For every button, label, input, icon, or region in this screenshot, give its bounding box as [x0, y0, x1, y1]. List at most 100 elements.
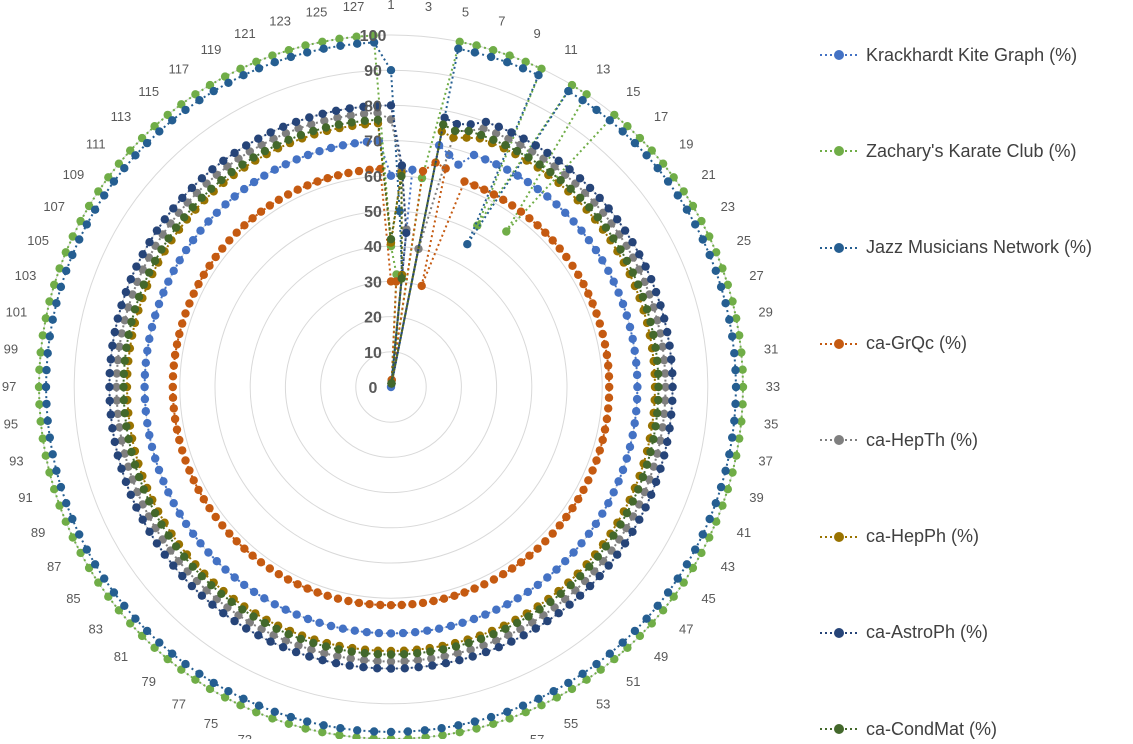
- data-point: [634, 485, 643, 494]
- data-point: [240, 221, 249, 230]
- data-point: [41, 314, 50, 323]
- data-point: [653, 316, 662, 325]
- data-point: [336, 724, 345, 733]
- data-point: [628, 512, 638, 521]
- data-point: [284, 719, 293, 728]
- data-point: [698, 530, 707, 539]
- data-point: [240, 544, 249, 553]
- data-point: [56, 282, 66, 292]
- data-point: [43, 416, 52, 425]
- data-point: [239, 71, 248, 80]
- data-point: [604, 499, 613, 508]
- data-point: [508, 201, 517, 210]
- data-point: [549, 687, 558, 696]
- data-point: [552, 200, 561, 209]
- data-point: [178, 319, 187, 328]
- data-point: [170, 350, 180, 360]
- data-point: [138, 515, 147, 524]
- data-point: [620, 539, 630, 548]
- data-point: [716, 282, 726, 292]
- data-point: [616, 520, 625, 529]
- data-point: [595, 571, 604, 581]
- data-point: [732, 314, 741, 323]
- category-label: 119: [201, 42, 222, 57]
- category-label: 113: [111, 109, 132, 124]
- data-point: [142, 626, 152, 636]
- data-point: [602, 414, 612, 424]
- data-point: [620, 226, 630, 235]
- data-point: [622, 508, 632, 518]
- data-point: [90, 205, 100, 214]
- series-line: [125, 122, 657, 653]
- data-point: [232, 537, 241, 546]
- data-point: [82, 220, 92, 229]
- data-point: [523, 587, 533, 597]
- data-point: [84, 201, 94, 211]
- data-point: [61, 517, 70, 526]
- data-point: [283, 190, 293, 199]
- data-point: [345, 661, 354, 670]
- category-label: 49: [654, 649, 668, 664]
- data-point: [139, 280, 148, 289]
- data-point: [270, 165, 279, 174]
- data-point: [120, 601, 129, 610]
- data-point: [462, 133, 471, 142]
- category-label: 23: [721, 199, 735, 214]
- data-point: [554, 609, 563, 618]
- data-point: [584, 529, 594, 538]
- data-point: [491, 129, 501, 138]
- data-point: [400, 664, 409, 673]
- data-point: [315, 618, 324, 627]
- data-point: [205, 684, 215, 694]
- series-6: [105, 101, 677, 673]
- radial-tick-label: 0: [369, 380, 378, 397]
- data-point: [642, 614, 651, 623]
- category-label: 95: [4, 416, 18, 431]
- data-point: [609, 234, 618, 243]
- data-point: [595, 193, 604, 203]
- data-point: [134, 472, 144, 482]
- data-point: [221, 565, 230, 574]
- category-label: 33: [766, 379, 780, 394]
- data-point: [625, 322, 635, 332]
- data-point: [452, 119, 462, 129]
- data-point: [445, 150, 454, 159]
- data-point: [55, 501, 64, 510]
- data-point: [171, 542, 181, 551]
- data-point: [598, 329, 607, 339]
- data-point: [159, 288, 168, 297]
- data-point: [168, 393, 178, 402]
- data-point: [574, 270, 583, 279]
- data-point: [614, 477, 623, 486]
- data-point: [578, 669, 587, 678]
- data-point: [618, 638, 627, 647]
- data-point: [653, 449, 662, 458]
- series-3: [168, 158, 614, 610]
- data-point: [35, 365, 44, 374]
- data-point: [632, 407, 641, 416]
- data-point: [453, 649, 462, 658]
- data-point: [346, 654, 355, 663]
- data-point: [326, 621, 336, 631]
- data-point: [141, 407, 150, 416]
- data-point: [227, 597, 236, 607]
- data-point: [386, 66, 396, 75]
- data-point: [646, 447, 655, 457]
- data-point: [494, 122, 503, 131]
- category-label: 37: [758, 454, 772, 469]
- data-point: [286, 712, 296, 722]
- data-point: [168, 372, 178, 381]
- data-point: [712, 517, 721, 526]
- data-point: [373, 108, 382, 118]
- category-label: 115: [138, 84, 159, 99]
- data-point: [106, 410, 116, 419]
- data-point: [552, 693, 562, 702]
- category-label: 27: [749, 268, 763, 283]
- data-point: [645, 475, 654, 484]
- data-point: [653, 356, 662, 365]
- data-point: [196, 226, 205, 235]
- data-point: [195, 669, 204, 678]
- data-point: [622, 311, 631, 320]
- legend-swatch: [820, 242, 858, 253]
- data-point: [595, 446, 604, 455]
